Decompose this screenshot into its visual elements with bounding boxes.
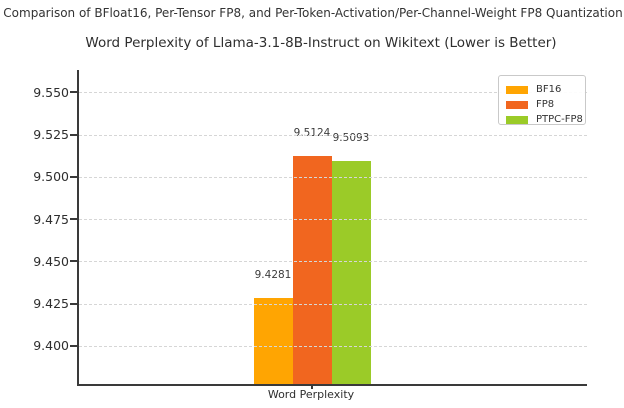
bar-value-label-fp8: 9.5124 [293, 126, 331, 139]
gridline [79, 345, 587, 347]
gridline [79, 134, 587, 136]
x-tick-mark [311, 384, 313, 389]
y-tick-label: 9.400 [33, 338, 69, 354]
legend-item-ptpc-fp8: PTPC-FP8 [506, 112, 585, 127]
y-tick-label: 9.525 [33, 127, 69, 143]
gridline [79, 219, 587, 221]
legend-swatch-fp8 [506, 100, 528, 109]
gridline [79, 92, 587, 94]
y-tick-label: 9.425 [33, 296, 69, 312]
legend-label-bf16: BF16 [536, 83, 562, 95]
bar-bf16 [253, 298, 293, 384]
y-tick-mark [70, 344, 77, 347]
y-tick-mark [70, 260, 77, 263]
chart-title: Word Perplexity of Llama-3.1-8B-Instruct… [85, 35, 557, 51]
gridline [79, 176, 587, 178]
y-tick-mark [70, 133, 77, 136]
legend-swatch-bf16 [506, 85, 528, 94]
y-tick-label: 9.500 [33, 169, 69, 185]
y-tick-label: 9.475 [33, 211, 69, 227]
legend-swatch-ptpc-fp8 [506, 115, 528, 124]
bar-ptpc-fp8 [331, 161, 371, 384]
figure-suptitle: Comparison of BFloat16, Per-Tensor FP8, … [3, 6, 623, 20]
legend-item-fp8: FP8 [506, 97, 585, 112]
gridline [79, 303, 587, 305]
y-tick-mark [70, 175, 77, 178]
legend-label-ptpc-fp8: PTPC-FP8 [536, 113, 583, 125]
legend-item-bf16: BF16 [506, 82, 585, 97]
bar-value-label-bf16: 9.4281 [254, 269, 292, 282]
x-axis-label: Word Perplexity [267, 388, 355, 401]
y-tick-label: 9.550 [33, 84, 69, 100]
y-tick-mark [70, 302, 77, 305]
bar-fp8 [292, 155, 332, 384]
gridline [79, 261, 587, 263]
y-tick-mark [70, 91, 77, 94]
legend: BF16 FP8 PTPC-FP8 [498, 75, 586, 125]
y-tick-mark [70, 218, 77, 221]
legend-label-fp8: FP8 [536, 98, 555, 110]
y-tick-label: 9.450 [33, 253, 69, 269]
